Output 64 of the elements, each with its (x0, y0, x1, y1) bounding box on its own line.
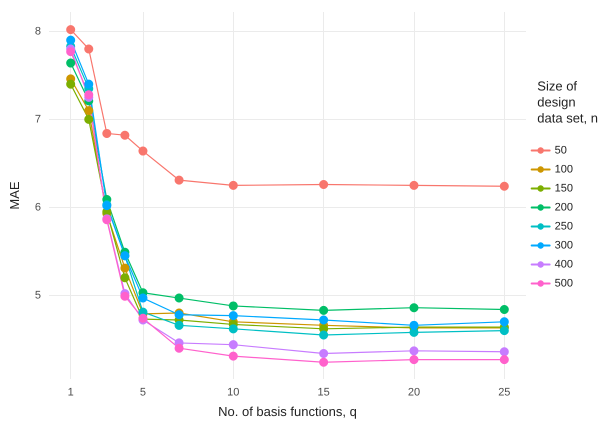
point (319, 180, 328, 189)
legend-label: 250 (554, 220, 574, 232)
point (120, 292, 130, 301)
point (409, 355, 418, 364)
point (319, 306, 328, 315)
legend-label: 400 (554, 258, 574, 270)
point (84, 44, 94, 54)
point (500, 182, 509, 191)
point (84, 90, 94, 100)
point (66, 47, 76, 56)
point (138, 294, 148, 303)
point (319, 348, 328, 358)
point (500, 304, 509, 314)
point (319, 330, 328, 340)
point (84, 114, 94, 124)
point (120, 264, 130, 273)
point (66, 25, 76, 34)
point (409, 180, 418, 190)
point (174, 344, 184, 353)
point (228, 352, 238, 361)
x-tick-label: 20 (408, 386, 420, 398)
x-tick-label: 1 (68, 386, 74, 398)
point (228, 324, 238, 334)
x-tick-label: 5 (140, 386, 146, 398)
legend-title: Size of design data set, n (537, 78, 598, 126)
point (409, 346, 418, 356)
point (228, 340, 238, 350)
point (138, 146, 148, 156)
point (500, 326, 509, 336)
x-tick-label: 25 (498, 386, 510, 398)
legend-label: 500 (554, 278, 574, 290)
point (409, 303, 418, 312)
y-axis-title: MAE (7, 181, 22, 210)
x-axis-title: No. of basis functions, q (218, 404, 357, 419)
point (228, 180, 238, 190)
legend-label: 100 (554, 164, 574, 176)
x-tick-label: 10 (227, 386, 240, 398)
legend-label: 300 (554, 240, 574, 252)
point (319, 358, 328, 367)
legend-label: 200 (554, 202, 574, 214)
legend-label: 150 (554, 182, 574, 194)
point (120, 130, 130, 140)
point (66, 80, 76, 89)
point (228, 311, 238, 320)
x-tick-label: 15 (318, 386, 330, 398)
y-tick-label: 6 (34, 201, 41, 214)
y-tick-label: 7 (34, 113, 41, 126)
point (500, 355, 509, 364)
point (174, 176, 184, 185)
point (66, 58, 76, 68)
point (174, 294, 184, 303)
y-tick-label: 5 (34, 289, 41, 302)
point (120, 273, 130, 282)
point (500, 317, 509, 326)
point (174, 320, 184, 330)
point (84, 106, 94, 116)
point (102, 128, 112, 138)
point (84, 80, 94, 89)
legend-label: 50 (554, 144, 567, 156)
point (228, 301, 238, 310)
point (66, 36, 76, 45)
point (319, 316, 328, 325)
y-tick-label: 8 (34, 25, 41, 38)
point (500, 347, 509, 356)
